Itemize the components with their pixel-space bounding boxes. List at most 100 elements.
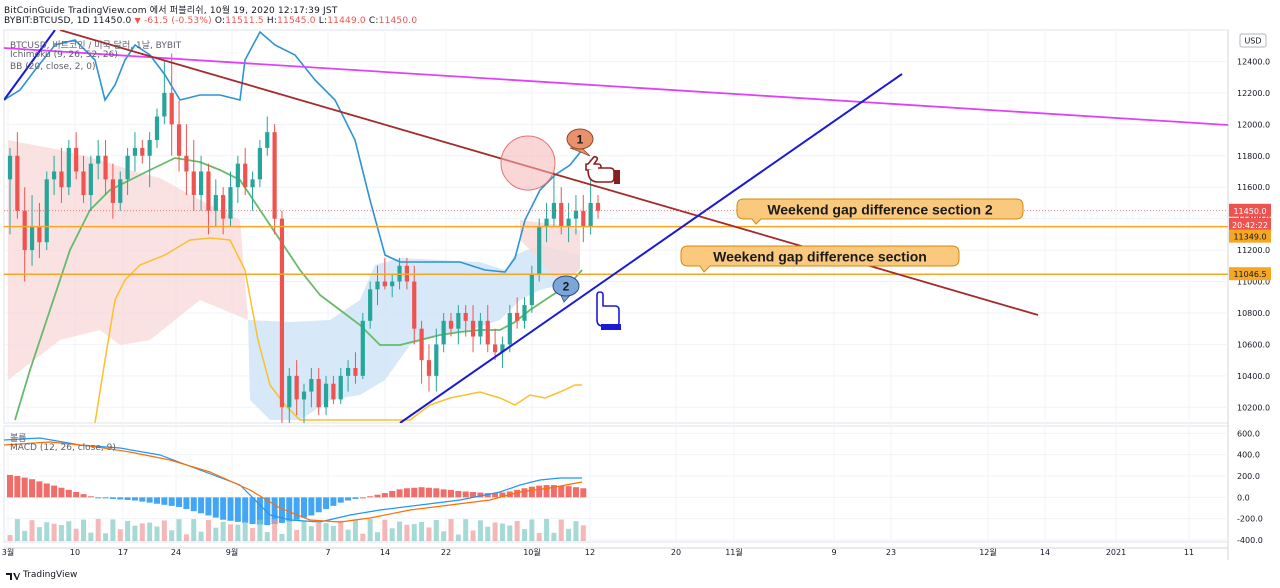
macd-histogram-bar bbox=[117, 497, 124, 500]
macd-histogram-bar bbox=[315, 497, 322, 513]
macd-histogram-bar bbox=[381, 493, 388, 498]
candle-body bbox=[478, 320, 483, 337]
candle-body bbox=[132, 147, 138, 156]
y-tick-label: 12200.0 bbox=[1237, 89, 1270, 98]
volume-bar bbox=[242, 521, 248, 541]
volume-bar bbox=[536, 533, 542, 541]
macd-histogram-bar bbox=[521, 488, 528, 498]
candle-body bbox=[103, 155, 108, 180]
low-value: 11449.0 bbox=[327, 16, 366, 26]
volume-bar bbox=[499, 523, 505, 541]
candle-body bbox=[184, 155, 189, 172]
candle-body bbox=[470, 320, 476, 337]
volume-bar bbox=[139, 523, 145, 541]
volume-bar bbox=[294, 529, 300, 541]
candle-body bbox=[434, 344, 439, 376]
macd-histogram-bar bbox=[411, 487, 418, 498]
last-price-badge bbox=[1229, 203, 1271, 217]
macd-histogram-bar bbox=[161, 497, 168, 505]
volume-bar bbox=[183, 534, 189, 541]
candle-body bbox=[375, 281, 380, 290]
volume-bar bbox=[176, 519, 182, 541]
volume-bar bbox=[36, 527, 42, 541]
open-value: 11511.5 bbox=[225, 16, 264, 26]
tradingview-footer[interactable]: TradingView bbox=[6, 570, 77, 580]
y-tick-label: 10800.0 bbox=[1237, 309, 1270, 318]
macd-histogram-bar bbox=[95, 497, 102, 499]
legend-macd: MACD (12, 26, close, 9) bbox=[10, 443, 116, 453]
candle-body bbox=[316, 378, 321, 408]
candle-body bbox=[419, 328, 424, 361]
volume-bar bbox=[330, 525, 336, 541]
annotation-label-section[interactable]: Weekend gap difference section bbox=[680, 245, 960, 273]
price-change: -61.5 (-0.53%) bbox=[143, 16, 212, 26]
candle-body bbox=[88, 163, 93, 196]
volume-bar bbox=[404, 524, 410, 541]
candle-body bbox=[515, 312, 520, 321]
volume-bar bbox=[213, 527, 219, 541]
legend-volume: 볼륨 bbox=[10, 434, 27, 444]
candle-body bbox=[412, 281, 417, 329]
volume-bar bbox=[264, 531, 270, 541]
x-tick-label: 24 bbox=[171, 548, 181, 557]
volume-bar bbox=[132, 525, 138, 541]
high-value: 11545.0 bbox=[277, 16, 316, 26]
volume-bar bbox=[463, 519, 469, 541]
x-tick-label: 20 bbox=[671, 548, 681, 557]
level-badge-text: 11349.0 bbox=[1233, 233, 1266, 242]
macd-histogram-bar bbox=[227, 497, 234, 521]
x-tick-label: 12 bbox=[585, 548, 595, 557]
bb-upper-line bbox=[4, 30, 583, 273]
macd-histogram-bar bbox=[212, 497, 219, 518]
candle-body bbox=[537, 226, 542, 274]
candle-body bbox=[287, 375, 292, 408]
volume-bar bbox=[411, 524, 417, 541]
candle-body bbox=[529, 273, 534, 306]
macd-histogram-bar bbox=[220, 497, 227, 520]
volume-bar bbox=[169, 530, 175, 541]
volume-bar bbox=[529, 519, 535, 541]
currency-button[interactable] bbox=[1239, 33, 1267, 48]
volume-bar bbox=[14, 519, 20, 541]
candle-body bbox=[169, 92, 174, 125]
open-label: O: bbox=[214, 16, 226, 26]
macd-histogram-bar bbox=[359, 497, 366, 499]
annotation-text-section-2: Weekend gap difference section 2 bbox=[767, 202, 993, 218]
candle-body bbox=[265, 132, 270, 148]
last-price-badge-text: 11450.0 bbox=[1233, 207, 1266, 216]
macd-histogram-bar bbox=[102, 497, 109, 499]
candle-body bbox=[360, 320, 365, 376]
volume-bar bbox=[125, 520, 131, 541]
macd-histogram-bar bbox=[139, 497, 146, 502]
highlight-circle bbox=[500, 135, 556, 191]
marker-1[interactable]: 1 bbox=[566, 128, 594, 157]
candle-body bbox=[382, 281, 387, 287]
macd-signal-line bbox=[4, 441, 583, 523]
volume-bar bbox=[316, 522, 322, 541]
annotation-label-section-2[interactable]: Weekend gap difference section 2 bbox=[736, 198, 1024, 225]
macd-pane[interactable] bbox=[3, 425, 1229, 543]
macd-histogram-bar bbox=[308, 497, 315, 516]
macd-histogram-bar bbox=[433, 488, 440, 498]
volume-bar bbox=[477, 520, 483, 541]
y-tick-label: 11200.0 bbox=[1237, 246, 1270, 255]
magenta-trend-line bbox=[4, 47, 1228, 126]
kijun-line bbox=[14, 157, 583, 421]
x-tick-label: 9월 bbox=[226, 547, 238, 557]
volume-bar bbox=[73, 528, 79, 541]
macd-histogram-bar bbox=[374, 494, 381, 498]
candle-body bbox=[279, 218, 285, 408]
macd-histogram-bar bbox=[323, 497, 330, 510]
candle-body bbox=[29, 226, 35, 251]
marker-2[interactable]: 2 bbox=[552, 275, 580, 303]
y-tick-label: 12000.0 bbox=[1237, 120, 1270, 129]
candle-body bbox=[96, 155, 101, 164]
candle-body bbox=[595, 202, 601, 211]
y-tick-label: 11600.0 bbox=[1237, 183, 1270, 192]
macd-histogram-bar bbox=[550, 485, 557, 498]
macd-histogram-bar bbox=[293, 497, 300, 520]
chart-publish-line: BitCoinGuide TradingView.com 에서 퍼블리쉬, 10… bbox=[4, 6, 338, 16]
chart-ohlc-line: BYBIT:BTCUSD, 1D 11450.0 ▼ -61.5 (-0.53%… bbox=[4, 16, 417, 26]
candle-body bbox=[346, 367, 351, 376]
